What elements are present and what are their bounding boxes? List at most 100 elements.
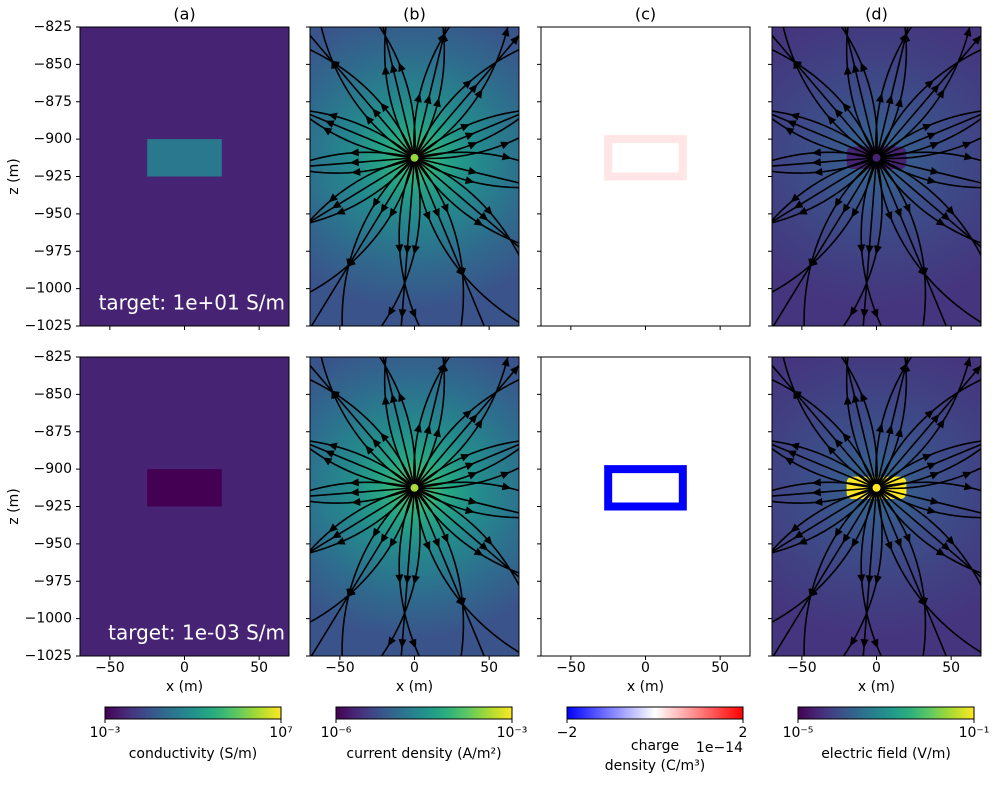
stream-arrow	[530, 512, 541, 522]
streamline	[415, 378, 519, 485]
stream-arrow	[793, 530, 804, 539]
streamline	[415, 161, 486, 326]
streamline	[310, 487, 411, 497]
streamline	[310, 443, 412, 488]
stream-arrow	[510, 35, 519, 45]
streamline	[772, 159, 874, 223]
streamline	[880, 467, 981, 490]
y-tick-label: −975	[34, 573, 72, 589]
streamline	[415, 357, 446, 485]
stream-arrow	[360, 3, 372, 15]
x-axis-label: x (m)	[627, 679, 664, 695]
streamline	[879, 489, 981, 519]
streamline	[879, 159, 981, 249]
streamline	[840, 357, 878, 484]
stream-arrow	[524, 435, 536, 447]
stream-arrow	[875, 423, 884, 433]
stream-arrow	[797, 207, 808, 215]
stream-arrow	[483, 205, 493, 216]
stream-arrow	[389, 207, 398, 218]
streamline	[876, 161, 981, 324]
streamline	[310, 151, 411, 162]
streamline	[417, 489, 519, 579]
streamline	[310, 117, 411, 159]
stream-arrow	[365, 445, 375, 455]
streamline	[772, 490, 875, 554]
stream-arrow	[834, 527, 843, 538]
stream-arrow	[389, 537, 398, 548]
stream-arrow	[972, 365, 981, 375]
streamline	[383, 27, 414, 155]
x-tick-label: 50	[480, 660, 498, 676]
stream-arrow	[860, 309, 869, 319]
colorbar-tick-label: 10⁻³	[497, 725, 528, 741]
streamline	[772, 161, 877, 294]
streamline	[782, 357, 874, 487]
stream-arrow	[524, 105, 535, 116]
streamline	[416, 490, 465, 656]
stream-arrow	[790, 193, 800, 203]
y-tick-label: −1025	[25, 648, 72, 664]
streamline	[341, 159, 413, 326]
x-axis-label: x (m)	[858, 679, 895, 695]
stream-arrow	[372, 438, 382, 448]
streamline	[310, 110, 412, 156]
streamline	[310, 489, 412, 553]
streamline	[415, 48, 519, 155]
stream-arrow	[440, 362, 449, 372]
x-tick-label: −50	[556, 660, 586, 676]
stream-arrow	[398, 62, 406, 73]
x-tick-label: 0	[872, 660, 881, 676]
stream-arrow	[413, 423, 422, 433]
stream-arrow	[786, 450, 797, 458]
stream-arrow	[922, 453, 933, 462]
streamline	[772, 490, 876, 656]
stream-arrow	[813, 497, 823, 506]
streamline	[772, 443, 874, 488]
stream-arrow	[433, 97, 441, 108]
stream-arrow	[432, 538, 440, 548]
stream-arrow	[851, 207, 860, 218]
y-tick-label: −1000	[25, 281, 72, 297]
stream-arrow	[530, 182, 541, 192]
stream-arrow	[929, 472, 940, 480]
streamline	[310, 48, 414, 155]
stream-arrow	[827, 115, 837, 125]
streamline	[845, 27, 876, 155]
streamline	[875, 357, 913, 484]
stream-arrow	[468, 166, 478, 175]
stream-arrow	[924, 79, 934, 89]
stream-arrow	[462, 409, 472, 419]
panel	[772, 357, 997, 656]
stream-arrow	[917, 266, 927, 277]
streamline	[310, 157, 411, 167]
stream-arrow	[870, 638, 879, 649]
stream-arrow	[525, 106, 535, 115]
stream-arrow	[986, 105, 998, 117]
colorbar	[104, 706, 282, 720]
stream-arrow	[786, 120, 797, 128]
x-tick-label: −50	[95, 660, 125, 676]
streamline	[880, 151, 981, 162]
stream-arrow	[813, 167, 823, 176]
stream-arrow	[422, 211, 431, 221]
stream-arrow	[930, 84, 940, 94]
streamline	[772, 158, 874, 174]
streamline	[878, 160, 927, 326]
stream-arrow	[987, 106, 997, 115]
stream-arrow	[860, 392, 868, 403]
streamline	[417, 443, 519, 488]
streamline	[417, 440, 519, 486]
stream-arrow	[987, 436, 997, 445]
stream-arrow	[811, 478, 822, 487]
x-axis-label: x (m)	[166, 679, 203, 695]
colorbar-tick-label: 10⁷	[269, 725, 292, 741]
stream-arrow	[464, 132, 475, 141]
colorbar-tick-label: 10⁻¹	[959, 725, 990, 741]
stream-arrow	[328, 193, 338, 203]
streamline	[772, 158, 873, 222]
colorbar-offset: 1e−14	[696, 740, 743, 756]
stream-arrow	[373, 0, 383, 11]
streamline	[310, 490, 413, 554]
